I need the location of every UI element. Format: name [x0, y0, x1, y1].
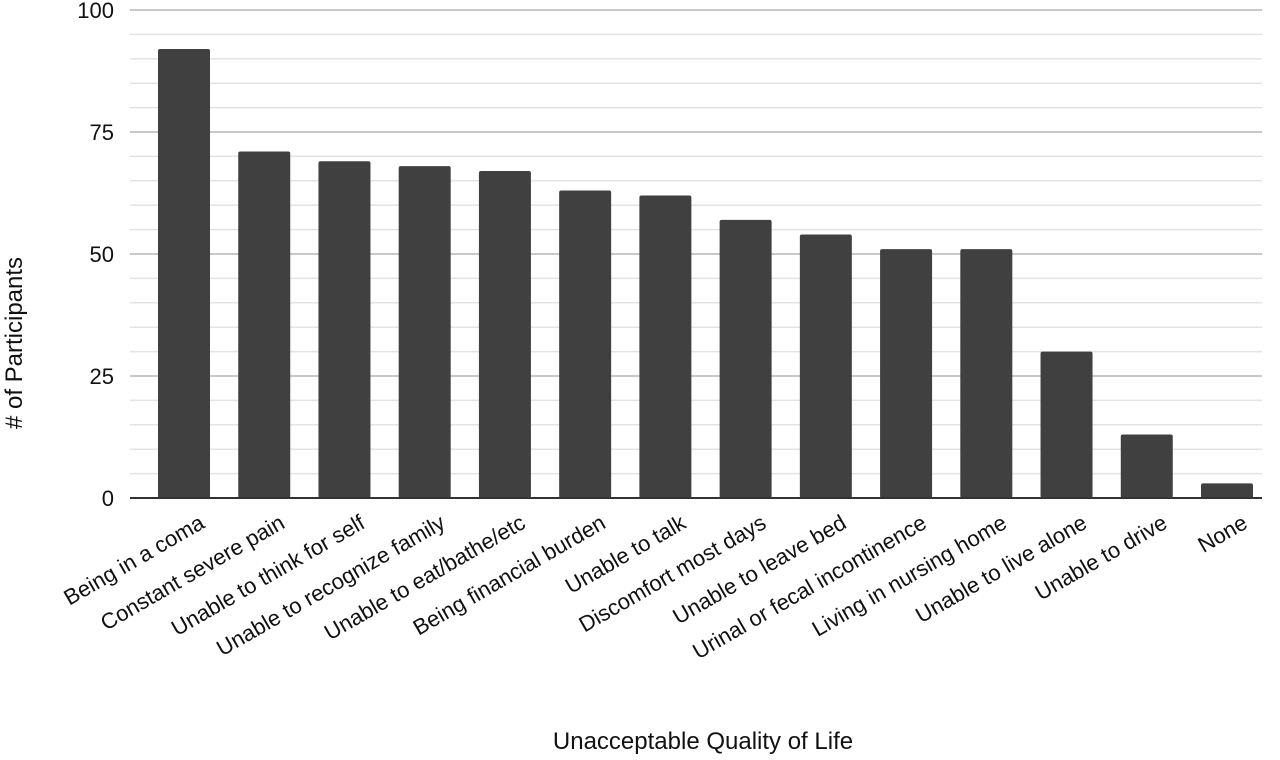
- y-tick-label: 25: [90, 364, 114, 389]
- bar: [719, 219, 772, 498]
- bar: [1201, 483, 1253, 498]
- x-category-label: Unable to drive: [1031, 510, 1172, 606]
- bar: [639, 195, 692, 498]
- bar: [318, 161, 371, 498]
- bar: [799, 234, 852, 499]
- bar: [880, 249, 933, 498]
- bar: [559, 190, 612, 498]
- y-tick-labels: 0 25 50 75 100: [77, 0, 114, 511]
- bar: [478, 171, 531, 499]
- y-tick-label: 50: [90, 242, 114, 267]
- y-tick-label: 0: [102, 486, 114, 511]
- x-category-label: None: [1193, 510, 1251, 558]
- y-tick-label: 75: [90, 120, 114, 145]
- bar: [1040, 351, 1093, 498]
- bar: [398, 166, 451, 498]
- bar: [158, 49, 210, 498]
- y-axis-title: # of Participants: [1, 257, 28, 429]
- y-tick-label: 100: [77, 0, 114, 23]
- bar: [238, 151, 291, 498]
- bar: [1120, 434, 1173, 498]
- x-axis-title: Unacceptable Quality of Life: [553, 728, 853, 755]
- bar: [960, 249, 1013, 498]
- bars: [158, 49, 1253, 499]
